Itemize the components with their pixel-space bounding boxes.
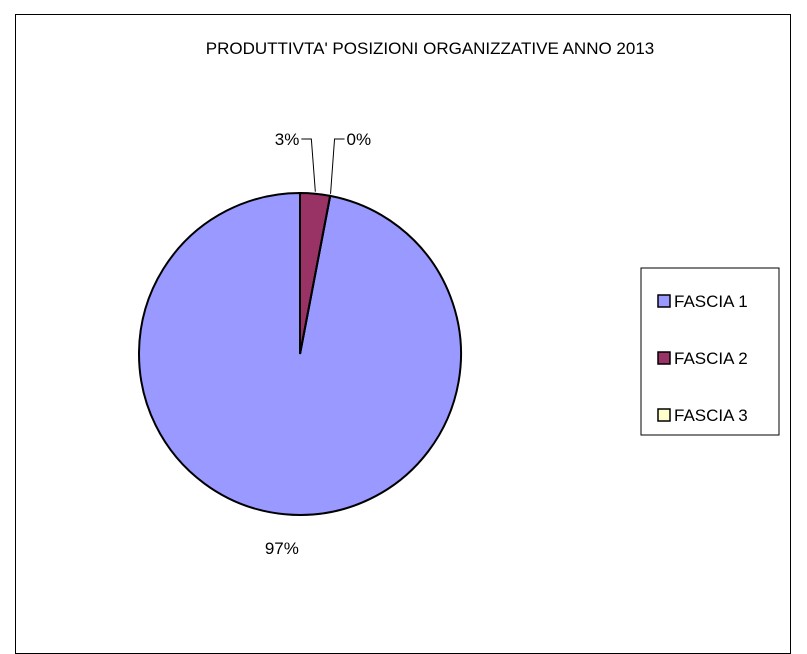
legend-swatch-fascia-1	[657, 294, 671, 308]
label-leaders	[301, 138, 345, 194]
data-label-fascia-3: 0%	[347, 130, 372, 149]
leader-line-fascia-3	[330, 138, 345, 194]
legend-swatch-fascia-2	[657, 351, 671, 365]
legend-label-fascia-2: FASCIA 2	[674, 349, 748, 368]
leader-line-fascia-2	[301, 138, 316, 192]
data-label-fascia-2: 3%	[275, 130, 300, 149]
chart-title: PRODUTTIVTA' POSIZIONI ORGANIZZATIVE ANN…	[206, 39, 654, 58]
legend: FASCIA 1 FASCIA 2 FASCIA 3	[640, 267, 780, 436]
pie-slices	[137, 191, 462, 516]
data-label-fascia-1: 97%	[265, 539, 299, 558]
legend-label-fascia-1: FASCIA 1	[674, 292, 748, 311]
legend-label-fascia-3: FASCIA 3	[674, 406, 748, 425]
legend-swatch-fascia-3	[657, 408, 671, 422]
pie-chart: PRODUTTIVTA' POSIZIONI ORGANIZZATIVE ANN…	[137, 39, 780, 558]
data-labels: 97% 3% 0%	[265, 130, 371, 558]
pie-slice-fascia-3	[299, 195, 332, 355]
